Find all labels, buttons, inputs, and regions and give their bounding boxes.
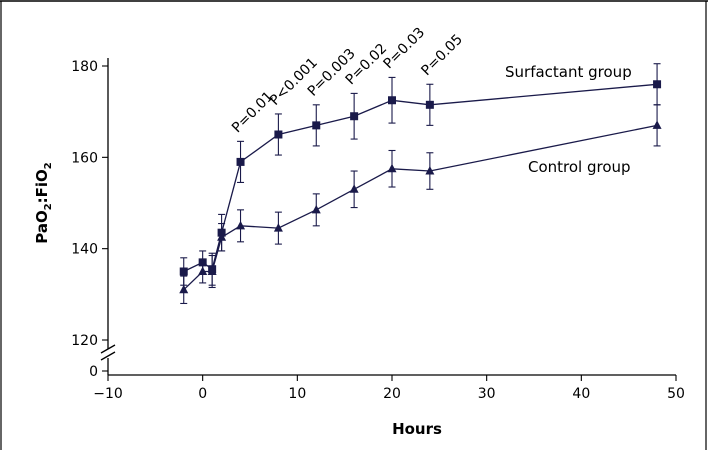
x-tick-label: 10 [288, 386, 306, 402]
y-axis-label-mid: :FiO [33, 169, 51, 203]
data-point-triangle [198, 266, 208, 275]
data-point-square [350, 112, 359, 121]
y-axis-label: PaO2:FiO2 [33, 162, 54, 244]
data-point-triangle [387, 163, 397, 173]
data-point-triangle [236, 220, 246, 230]
x-axis-label: Hours [392, 420, 442, 438]
axis-break-mark-2 [100, 351, 116, 361]
data-point-square [388, 96, 396, 105]
axis-break-mark-1 [100, 344, 116, 354]
y-tick-label: 160 [71, 150, 98, 166]
x-tick-label: 40 [572, 386, 590, 402]
data-point-triangle [311, 204, 321, 214]
series-control [179, 104, 662, 305]
x-tick-label: 20 [383, 386, 401, 402]
data-point-triangle [349, 184, 359, 193]
y-tick-label: 180 [71, 59, 98, 75]
y-tick-label: 140 [71, 242, 98, 258]
data-point-square [653, 80, 662, 89]
axes: −10 0 10 20 30 40 50 0 120 140 160 180 [71, 58, 685, 402]
y-axis-label-sub1: 2 [43, 203, 54, 210]
y-axis-label-sub2: 2 [43, 162, 54, 169]
data-point-triangle [652, 120, 662, 129]
y-axis-label-main: PaO [33, 210, 51, 243]
series-label-surfactant: Surfactant group [505, 63, 632, 81]
data-point-square [179, 267, 188, 276]
x-tick-label: 30 [478, 386, 496, 402]
data-point-square [312, 121, 321, 130]
data-point-square [425, 100, 434, 109]
y-tick-label: 0 [89, 364, 98, 380]
x-tick-label: −10 [93, 386, 123, 402]
x-tick-label: 0 [198, 386, 207, 402]
series-label-control: Control group [528, 158, 631, 176]
series-surfactant [179, 63, 662, 286]
data-point-square [274, 130, 283, 139]
chart-labels: Hours PaO2:FiO2 Surfactant group Control… [33, 63, 632, 438]
data-point-triangle [179, 284, 189, 294]
p-value-annotation: P=0.05 [418, 31, 466, 79]
data-point-square [236, 157, 245, 166]
data-point-triangle [207, 266, 217, 275]
data-point-triangle [217, 232, 227, 241]
series-line [183, 124, 658, 291]
data-point-triangle [425, 166, 435, 175]
data-point-triangle [273, 223, 283, 232]
x-tick-label: 50 [667, 386, 685, 402]
y-tick-label: 120 [71, 333, 98, 349]
